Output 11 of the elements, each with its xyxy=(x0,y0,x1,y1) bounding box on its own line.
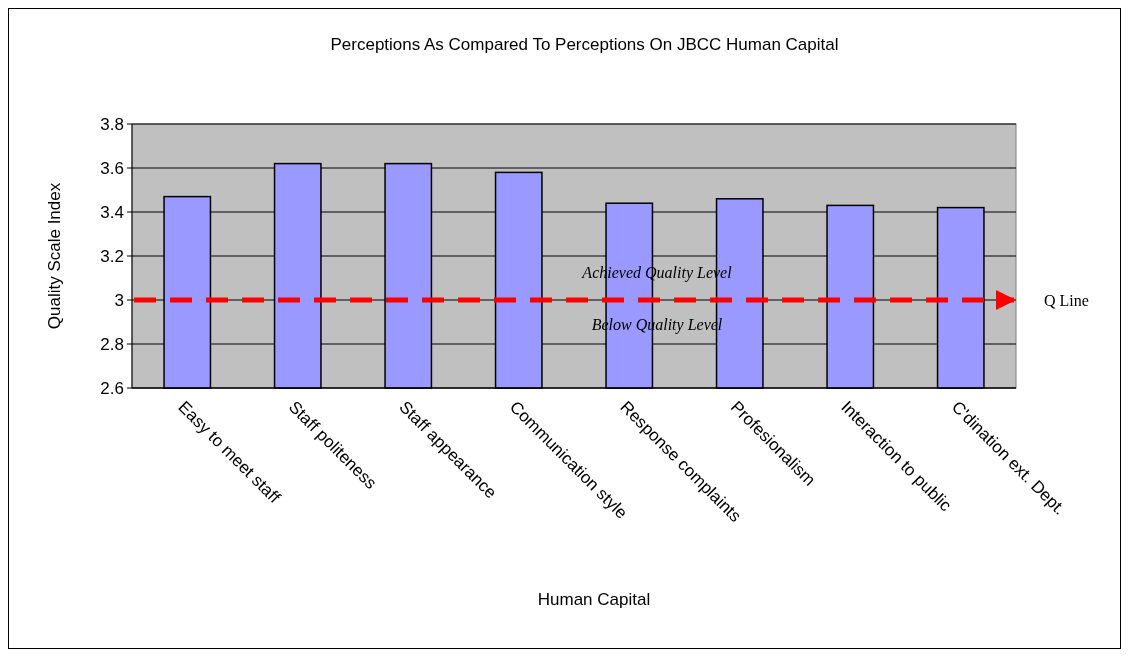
y-tick-label: 2.8 xyxy=(100,334,124,354)
chart-title: Perceptions As Compared To Perceptions On JBCC Human Capital xyxy=(330,35,839,54)
y-tick-label: 3.2 xyxy=(100,246,124,266)
y-tick-label: 3.8 xyxy=(100,114,124,134)
ref-line-label: Q Line xyxy=(1044,291,1089,309)
y-tick-label: 3.4 xyxy=(100,202,124,222)
y-tick-label: 3.6 xyxy=(100,158,124,178)
x-axis-title: Human Capital xyxy=(537,590,651,609)
y-axis-title: Quality Scale Index xyxy=(45,182,64,330)
y-tick-label: 3 xyxy=(114,290,124,310)
y-tick-label: 2.6 xyxy=(100,378,124,398)
